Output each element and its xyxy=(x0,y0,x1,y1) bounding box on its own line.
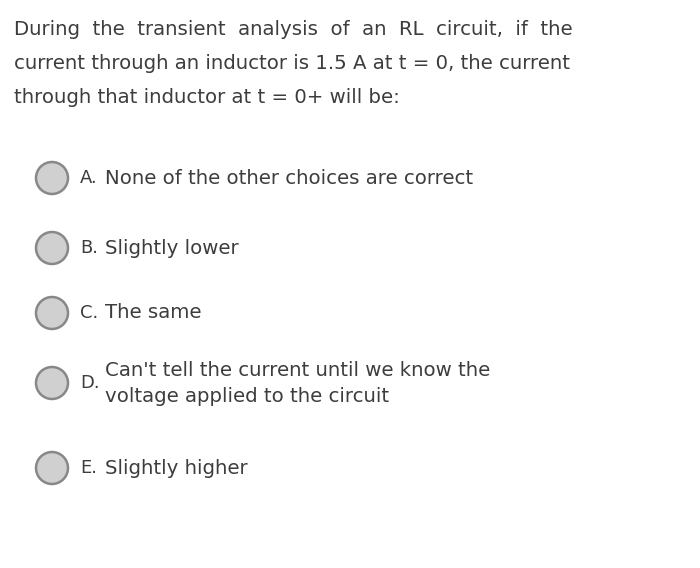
Text: voltage applied to the circuit: voltage applied to the circuit xyxy=(105,386,389,406)
Text: The same: The same xyxy=(105,303,202,323)
Text: current through an inductor is 1.5 A at t = 0, the current: current through an inductor is 1.5 A at … xyxy=(14,54,570,73)
Circle shape xyxy=(36,452,68,484)
Text: C.: C. xyxy=(80,304,98,322)
Text: Slightly higher: Slightly higher xyxy=(105,458,248,478)
Circle shape xyxy=(36,232,68,264)
Text: Can't tell the current until we know the: Can't tell the current until we know the xyxy=(105,361,490,379)
Text: None of the other choices are correct: None of the other choices are correct xyxy=(105,169,473,187)
Circle shape xyxy=(36,162,68,194)
Text: Slightly lower: Slightly lower xyxy=(105,239,239,257)
Text: A.: A. xyxy=(80,169,98,187)
Text: During  the  transient  analysis  of  an  RL  circuit,  if  the: During the transient analysis of an RL c… xyxy=(14,20,573,39)
Text: E.: E. xyxy=(80,459,97,477)
Text: B.: B. xyxy=(80,239,98,257)
Text: through that inductor at t = 0+ will be:: through that inductor at t = 0+ will be: xyxy=(14,88,400,107)
Text: D.: D. xyxy=(80,374,99,392)
Circle shape xyxy=(36,367,68,399)
Circle shape xyxy=(36,297,68,329)
